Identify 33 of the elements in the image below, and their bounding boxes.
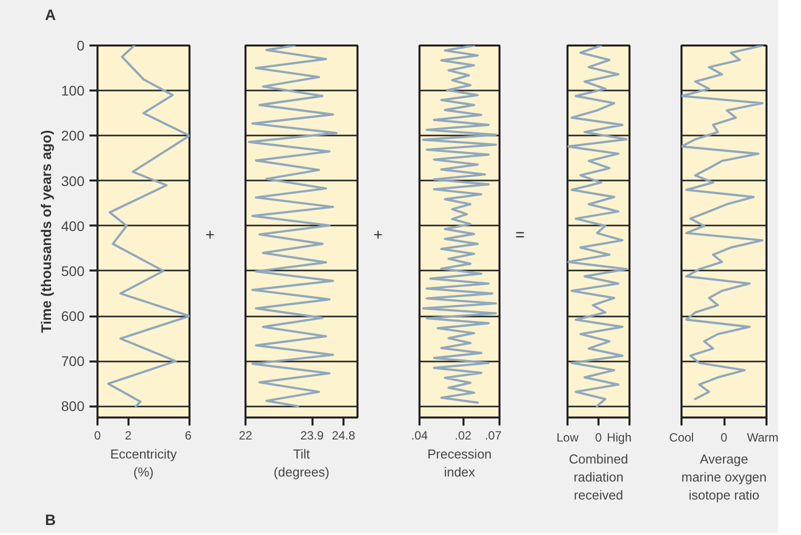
x-axis-title: Average marine oxygen isotope ratio: [681, 452, 767, 502]
x-tick-label: 24.8: [332, 428, 356, 442]
x-tick-label: .02: [454, 428, 472, 442]
y-tick-label: 700: [61, 353, 85, 370]
y-tick-label: 200: [61, 128, 85, 144]
x-axis-title: Combined radiation received: [568, 452, 628, 502]
x-axis-title: Eccentricity (%): [110, 446, 178, 480]
x-tick-label: 2: [124, 428, 132, 442]
text: Cool: [669, 430, 694, 444]
y-tick-label: 300: [61, 172, 85, 189]
text: Low: [556, 430, 579, 444]
x-axis-title: Tilt (degrees): [274, 446, 330, 480]
x-axis-title: Precession index: [427, 446, 492, 480]
x-tick-label: .04: [411, 428, 428, 442]
y-tick-label: 600: [61, 308, 85, 324]
x-tick-label: 0: [94, 428, 102, 442]
y-tick-label: 500: [61, 262, 85, 279]
text: +: [205, 226, 215, 246]
y-tick-label: 800: [61, 398, 85, 414]
y-tick-label: 0: [76, 38, 85, 54]
x-tick-label: 22: [238, 428, 252, 442]
text: B: [45, 511, 56, 531]
text: =: [515, 226, 525, 246]
text: A: [45, 6, 56, 26]
y-tick-label: 400: [61, 218, 85, 234]
x-tick-label: .07: [484, 428, 502, 442]
text: High: [606, 430, 632, 444]
x-tick-label: 23.9: [300, 428, 324, 442]
y-tick-label: 100: [61, 82, 85, 99]
x-tick-label: 6: [184, 428, 192, 442]
text: Warm: [746, 430, 779, 444]
text: +: [373, 226, 383, 246]
y-axis-title: Time (thousands of years ago): [38, 130, 54, 333]
